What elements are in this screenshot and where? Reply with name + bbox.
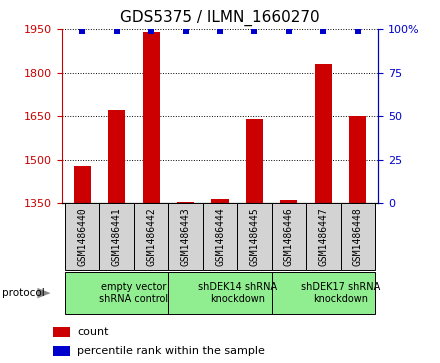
Text: percentile rank within the sample: percentile rank within the sample [77,346,265,356]
Text: GSM1486443: GSM1486443 [180,208,191,266]
Bar [169,272,271,314]
Bar [143,32,160,203]
Text: GSM1486447: GSM1486447 [318,208,328,266]
Bar [315,64,332,203]
Bar [73,166,91,203]
Bar [134,203,169,270]
Bar [271,272,375,314]
Bar [246,119,263,203]
Text: count: count [77,327,109,337]
Bar [306,203,341,270]
Text: GSM1486444: GSM1486444 [215,208,225,266]
Bar [108,110,125,203]
Bar [271,203,306,270]
Text: empty vector
shRNA control: empty vector shRNA control [99,282,169,304]
Text: shDEK17 shRNA
knockdown: shDEK17 shRNA knockdown [301,282,380,304]
Text: GSM1486442: GSM1486442 [146,208,156,266]
Text: GSM1486441: GSM1486441 [112,208,122,266]
Text: GSM1486445: GSM1486445 [249,208,260,266]
Bar [211,199,229,203]
Text: GSM1486448: GSM1486448 [353,208,363,266]
Bar [169,203,203,270]
Text: GSM1486440: GSM1486440 [77,208,87,266]
Bar [65,203,99,270]
Bar [99,203,134,270]
Text: GSM1486446: GSM1486446 [284,208,294,266]
Bar [65,272,169,314]
Bar [53,346,70,356]
Bar [280,200,297,203]
Bar [203,203,237,270]
Bar [341,203,375,270]
Text: shDEK14 shRNA
knockdown: shDEK14 shRNA knockdown [198,282,277,304]
Bar [349,116,367,203]
Title: GDS5375 / ILMN_1660270: GDS5375 / ILMN_1660270 [120,10,320,26]
Polygon shape [37,288,51,298]
Bar [53,327,70,337]
Bar [237,203,271,270]
Text: protocol: protocol [2,288,45,298]
Bar [177,202,194,203]
